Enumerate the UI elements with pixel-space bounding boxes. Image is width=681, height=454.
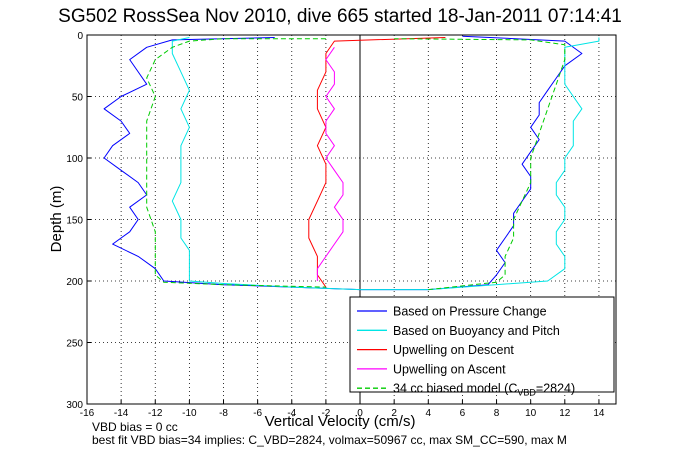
legend-label: Upwelling on Descent	[393, 343, 514, 357]
x-tick-label: 8	[494, 408, 500, 419]
x-tick-label: 12	[559, 408, 571, 419]
series-layer	[103, 35, 600, 291]
x-tick-label: 0	[357, 408, 363, 419]
legend-label: Based on Buoyancy and Pitch	[393, 324, 560, 338]
series-line-4-segment-1	[316, 47, 344, 281]
y-ticks: 0 50 100 150 200 250 300	[66, 31, 91, 411]
x-tick-label: -10	[182, 408, 197, 419]
y-tick-label: 300	[66, 400, 83, 411]
annotation-best-fit: best fit VBD bias=34 implies: C_VBD=2824…	[92, 433, 567, 447]
x-tick-label: -14	[114, 408, 129, 419]
y-tick-label: 250	[66, 339, 83, 350]
x-tick-label: 6	[460, 408, 466, 419]
legend-label: 34 cc biased model (CVBD=2824)	[393, 382, 575, 398]
series-line-1-segment-1	[103, 37, 429, 291]
x-tick-label: -16	[80, 408, 95, 419]
legend: Based on Pressure Change Based on Buoyanc…	[349, 296, 615, 398]
legend-label-text: Based on Pressure Change	[393, 305, 547, 319]
y-axis-label: Depth (m)	[48, 186, 65, 253]
legend-label-subscript: VBD	[517, 388, 536, 398]
x-tick-label: -2	[321, 408, 330, 419]
x-axis-label: Vertical Velocity (cm/s)	[265, 413, 416, 430]
legend-label-text: Based on Buoyancy and Pitch	[393, 324, 560, 338]
x-tick-label: -4	[287, 408, 296, 419]
x-tick-label: -12	[148, 408, 163, 419]
x-tick-label: -6	[253, 408, 262, 419]
legend-label: Upwelling on Ascent	[393, 362, 506, 376]
y-tick-label: 150	[66, 216, 83, 227]
y-tick-label: 0	[77, 31, 83, 42]
legend-label-text: Upwelling on Ascent	[393, 362, 506, 376]
series-line-2-segment-1	[171, 37, 429, 291]
x-tick-label: 2	[391, 408, 397, 419]
x-ticks: -16 -14 -12 -10 -8 -6 -4 -2 0 2 4 6 8 10 12 14	[80, 400, 605, 419]
x-tick-label: -8	[219, 408, 228, 419]
series-line-5-segment-1	[146, 38, 326, 288]
x-tick-label: 4	[426, 408, 432, 419]
legend-label-text: Upwelling on Descent	[393, 343, 514, 357]
series-line-5-segment-2	[394, 38, 566, 291]
legend-label-tail: =2824)	[536, 382, 575, 396]
series-line-3-segment-1	[308, 37, 446, 288]
legend-label-text: 34 cc biased model (C	[393, 382, 517, 396]
y-tick-label: 100	[66, 154, 83, 165]
x-tick-label: 10	[525, 408, 537, 419]
series-line-2-segment-2	[428, 37, 600, 291]
legend-box	[349, 296, 615, 393]
x-tick-label: 14	[593, 408, 605, 419]
series-line-1-segment-2	[428, 35, 583, 291]
legend-label: Based on Pressure Change	[393, 305, 547, 319]
y-tick-label: 200	[66, 277, 83, 288]
y-tick-label: 50	[72, 93, 84, 104]
annotation-vbd-bias: VBD bias = 0 cc	[92, 420, 178, 434]
chart-title: SG502 RossSea Nov 2010, dive 665 started…	[58, 6, 622, 27]
